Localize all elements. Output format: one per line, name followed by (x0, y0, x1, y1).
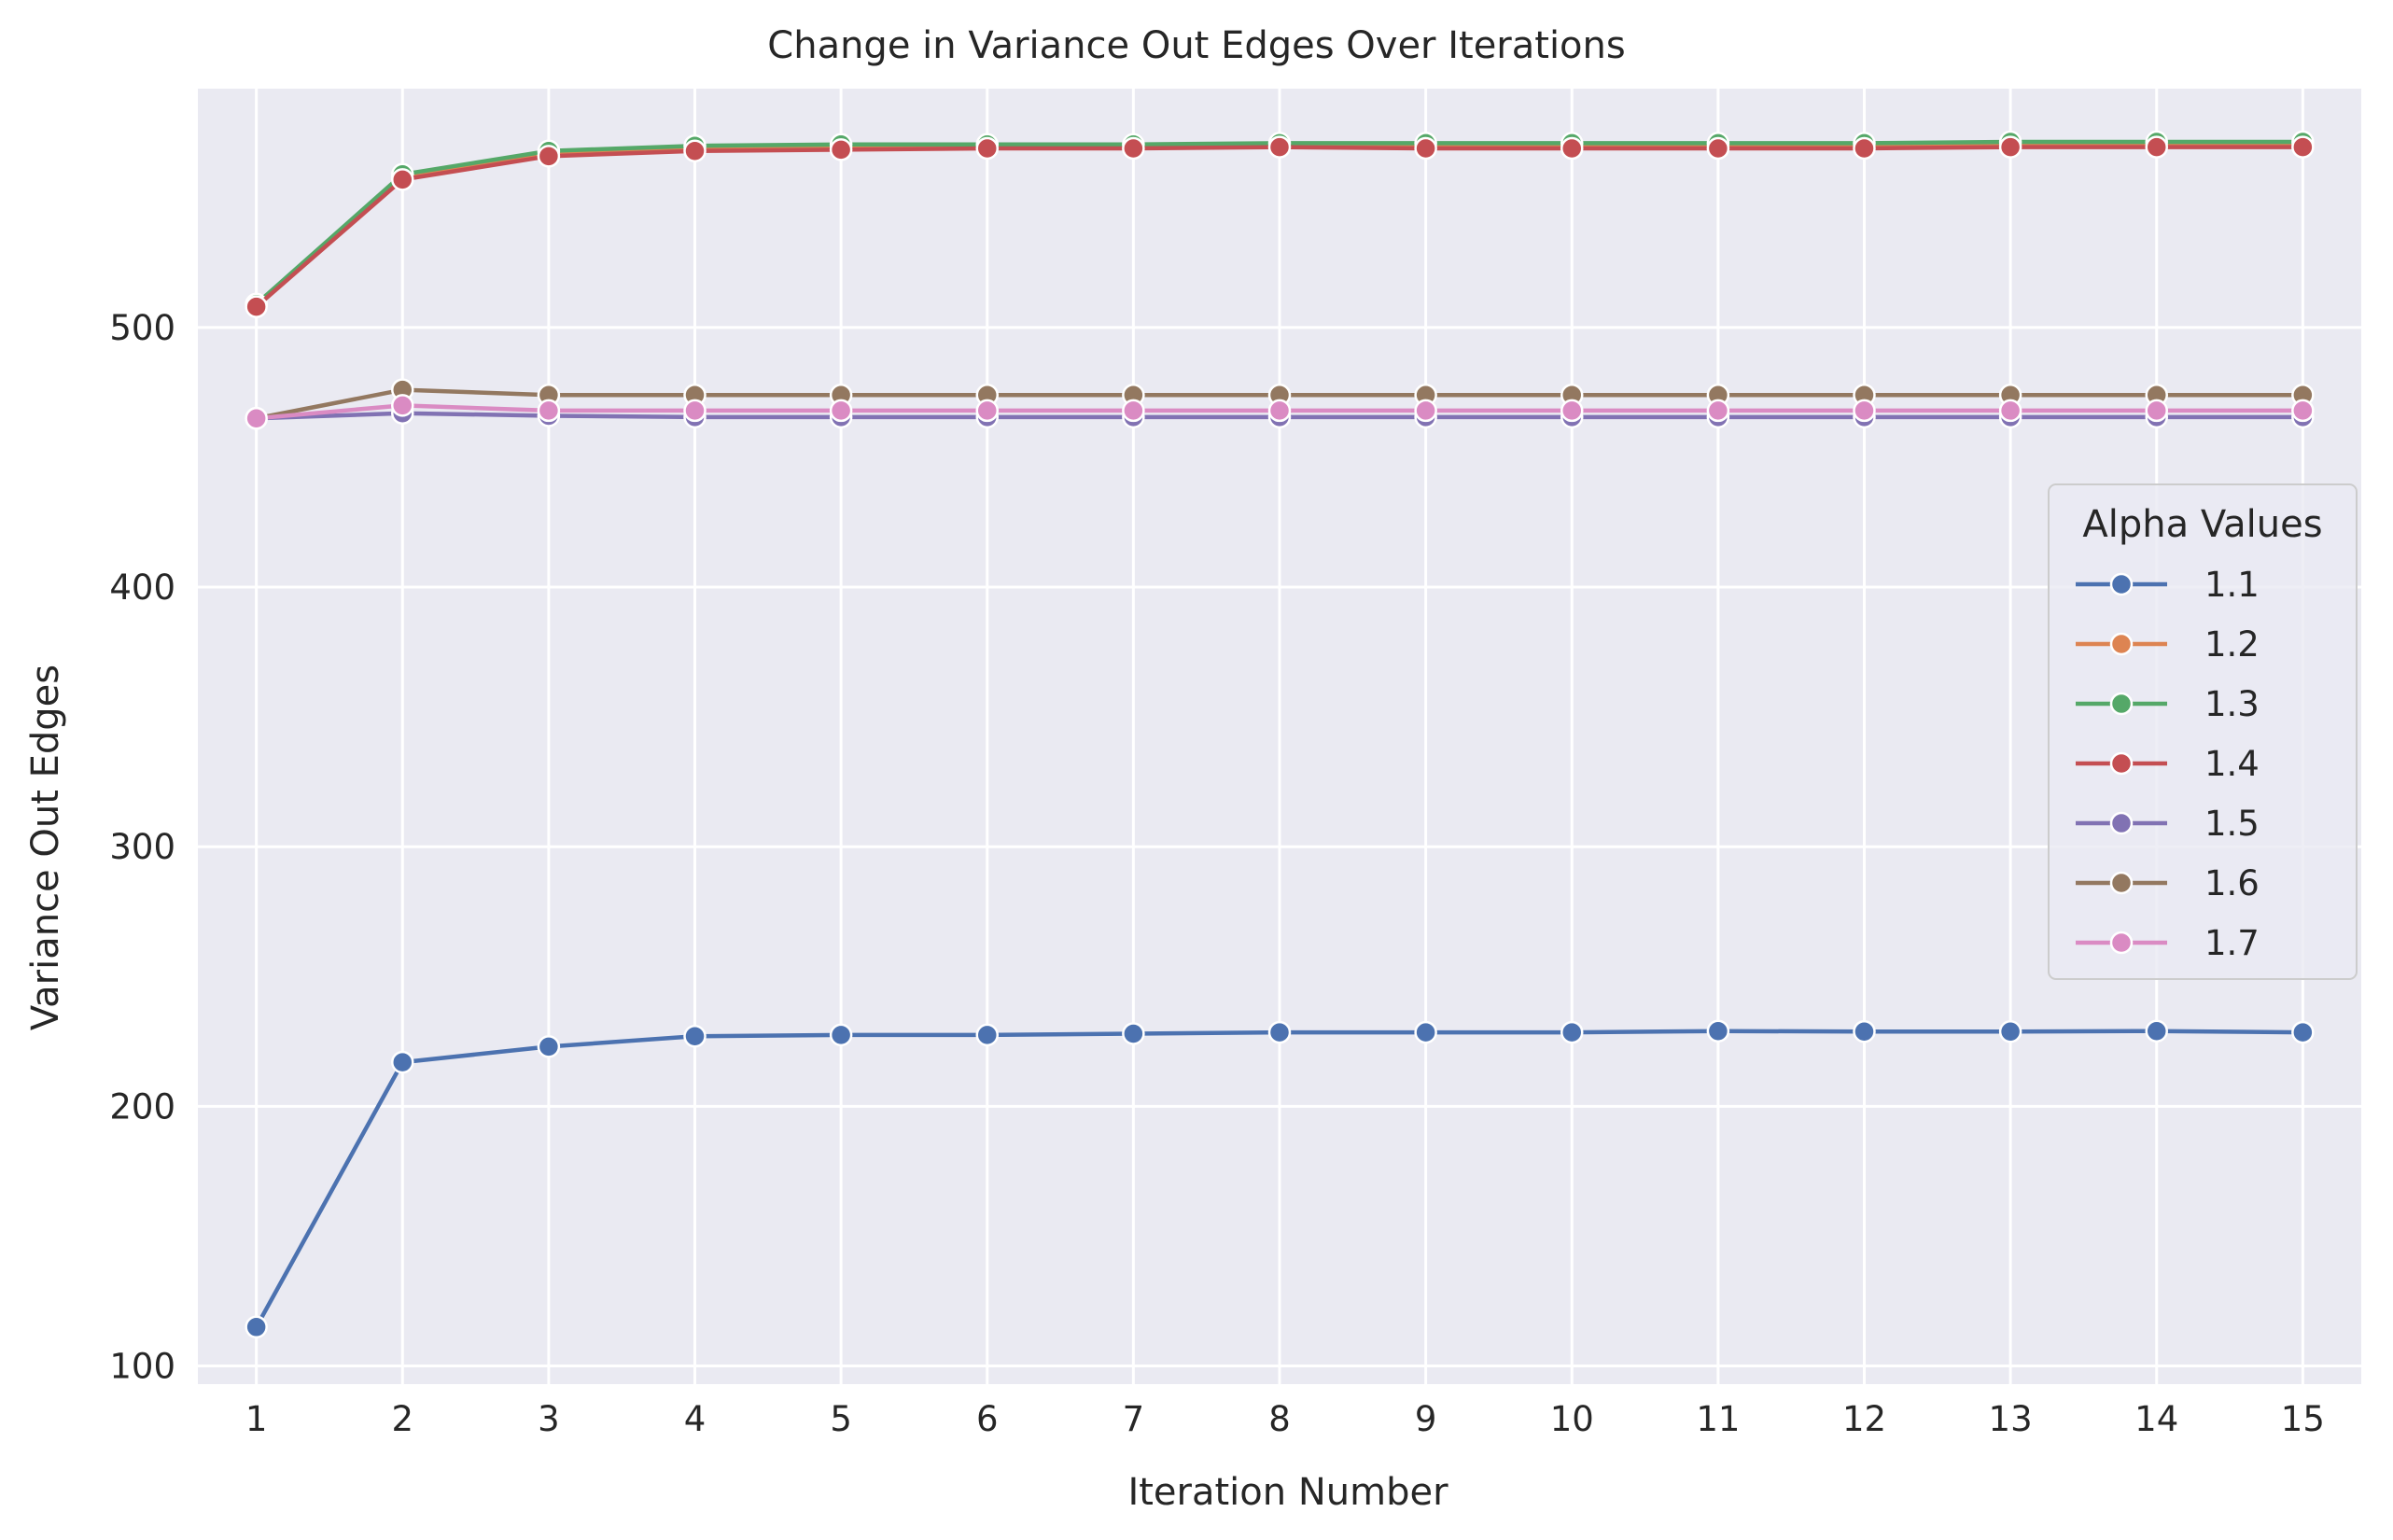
x-tick-label: 13 (1989, 1399, 2033, 1439)
legend-marker (2109, 632, 2134, 656)
data-point (2291, 399, 2315, 423)
x-tick-label: 3 (538, 1399, 560, 1439)
legend-label: 1.5 (2204, 804, 2260, 844)
data-point (1122, 136, 1145, 161)
data-point (975, 136, 1000, 161)
data-point (245, 295, 268, 318)
legend-marker (2109, 871, 2134, 895)
legend-label: 1.1 (2204, 565, 2260, 605)
legend-item: 1.4 (2076, 744, 2260, 784)
data-point (2291, 1020, 2315, 1044)
series-1.7 (245, 394, 2315, 430)
data-point (1706, 136, 1730, 161)
legend-label: 1.3 (2204, 684, 2260, 724)
data-point (1853, 399, 1876, 423)
data-point (1998, 1020, 2022, 1043)
legend-label: 1.7 (2204, 923, 2260, 963)
y-tick-label: 300 (109, 827, 175, 867)
legend-item: 1.3 (2076, 684, 2260, 724)
chart-title: Change in Variance Out Edges Over Iterat… (767, 24, 1625, 67)
data-point (2145, 1019, 2168, 1043)
data-point (1267, 1020, 1292, 1044)
data-point (1267, 399, 1292, 423)
data-point (829, 399, 853, 423)
legend-marker (2109, 811, 2134, 835)
data-point (1122, 1022, 1145, 1045)
legend-item: 1.1 (2076, 565, 2260, 605)
data-point (245, 407, 268, 430)
legend-label: 1.6 (2204, 863, 2260, 903)
x-tick-label: 8 (1268, 1399, 1291, 1439)
legend-title: Alpha Values (2082, 503, 2322, 546)
data-point (1414, 1020, 1437, 1044)
data-point (683, 399, 707, 423)
data-point (1560, 399, 1584, 423)
data-point (1998, 135, 2022, 159)
y-tick-label: 100 (109, 1347, 175, 1387)
legend-box (2048, 483, 2358, 980)
x-tick-label: 4 (684, 1399, 707, 1439)
legend: Alpha Values 1.1 1.2 1.3 1.4 1.5 1.6 1.7 (2048, 483, 2358, 980)
data-point (391, 394, 414, 417)
legend-item: 1.7 (2076, 923, 2260, 963)
x-axis-ticks: 1 2 3 4 5 6 7 8 9 10 11 12 13 14 15 (245, 1399, 2325, 1439)
data-point (391, 1050, 414, 1074)
legend-item: 1.5 (2076, 804, 2260, 844)
data-point (829, 1023, 853, 1047)
x-tick-label: 15 (2281, 1399, 2325, 1439)
legend-marker (2109, 931, 2134, 955)
data-point (1706, 1019, 1730, 1043)
data-point (245, 1315, 268, 1339)
data-point (1560, 1020, 1584, 1044)
legend-label: 1.4 (2204, 744, 2260, 784)
x-tick-label: 11 (1696, 1399, 1740, 1439)
legend-item: 1.6 (2076, 863, 2260, 903)
data-point (2145, 399, 2168, 423)
y-tick-label: 200 (109, 1086, 175, 1127)
x-tick-label: 7 (1123, 1399, 1145, 1439)
x-tick-label: 14 (2134, 1399, 2178, 1439)
x-tick-label: 12 (1842, 1399, 1886, 1439)
data-point (975, 399, 1000, 423)
x-tick-label: 1 (245, 1399, 268, 1439)
data-point (537, 145, 561, 168)
data-point (1706, 399, 1730, 423)
data-point (1414, 399, 1437, 423)
data-point (537, 399, 561, 423)
x-tick-label: 9 (1415, 1399, 1437, 1439)
legend-marker (2109, 751, 2134, 776)
data-point (2145, 135, 2168, 159)
data-point (1414, 136, 1437, 161)
y-tick-label: 400 (109, 567, 175, 608)
data-point (537, 1035, 561, 1058)
series-1.1 (245, 1019, 2315, 1339)
y-axis-ticks: 100 200 300 400 500 (109, 308, 175, 1387)
data-point (683, 1025, 707, 1048)
legend-marker (2109, 572, 2134, 596)
x-tick-label: 5 (830, 1399, 852, 1439)
y-axis-label: Variance Out Edges (24, 665, 67, 1030)
data-point (1998, 399, 2022, 423)
data-point (1560, 136, 1584, 161)
legend-marker (2109, 692, 2134, 716)
x-tick-label: 6 (976, 1399, 999, 1439)
data-point (391, 168, 414, 191)
data-point (829, 138, 853, 161)
legend-label: 1.2 (2204, 624, 2260, 665)
x-tick-label: 10 (1550, 1399, 1594, 1439)
series-layer (245, 130, 2315, 1339)
data-point (975, 1023, 1000, 1047)
data-point (2291, 135, 2315, 159)
x-axis-label: Iteration Number (1127, 1471, 1448, 1514)
series-1.4 (245, 135, 2315, 318)
data-point (683, 139, 707, 163)
x-tick-label: 2 (391, 1399, 413, 1439)
data-point (1853, 1020, 1876, 1043)
y-tick-label: 500 (109, 308, 175, 348)
data-point (1122, 399, 1145, 423)
data-point (1853, 136, 1876, 161)
legend-item: 1.2 (2076, 624, 2260, 665)
data-point (1267, 135, 1292, 159)
